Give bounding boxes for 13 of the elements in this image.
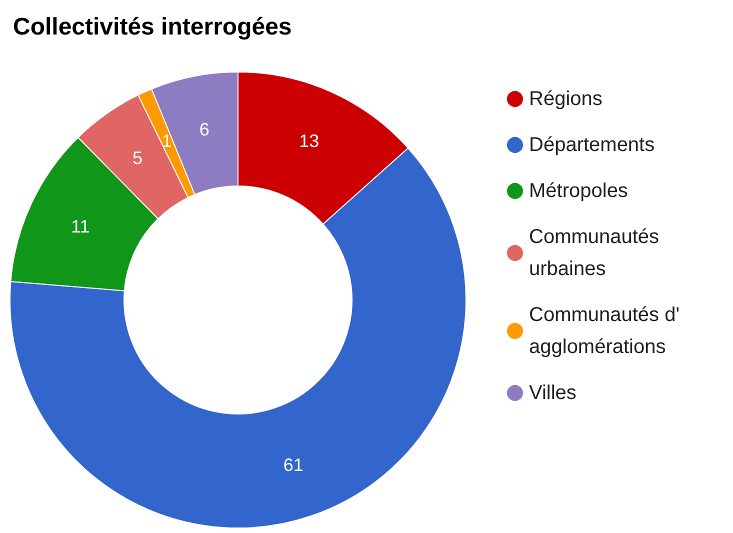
legend-label: Régions (529, 88, 602, 110)
data-label: 11 (71, 216, 90, 236)
data-label: 6 (199, 119, 210, 140)
legend-label: Communautés urbaines (529, 226, 665, 280)
chart-title: Collectivités interrogées (13, 14, 292, 40)
legend-label: Villes (529, 382, 576, 404)
data-label: 1 (162, 131, 172, 152)
legend-label: Métropoles (529, 180, 628, 202)
legend-label: Départements (529, 134, 655, 156)
data-label: 5 (132, 148, 143, 168)
data-label: 61 (283, 454, 304, 475)
data-label: 13 (299, 131, 320, 152)
legend-label: Communautés d' agglomérations (529, 304, 686, 358)
